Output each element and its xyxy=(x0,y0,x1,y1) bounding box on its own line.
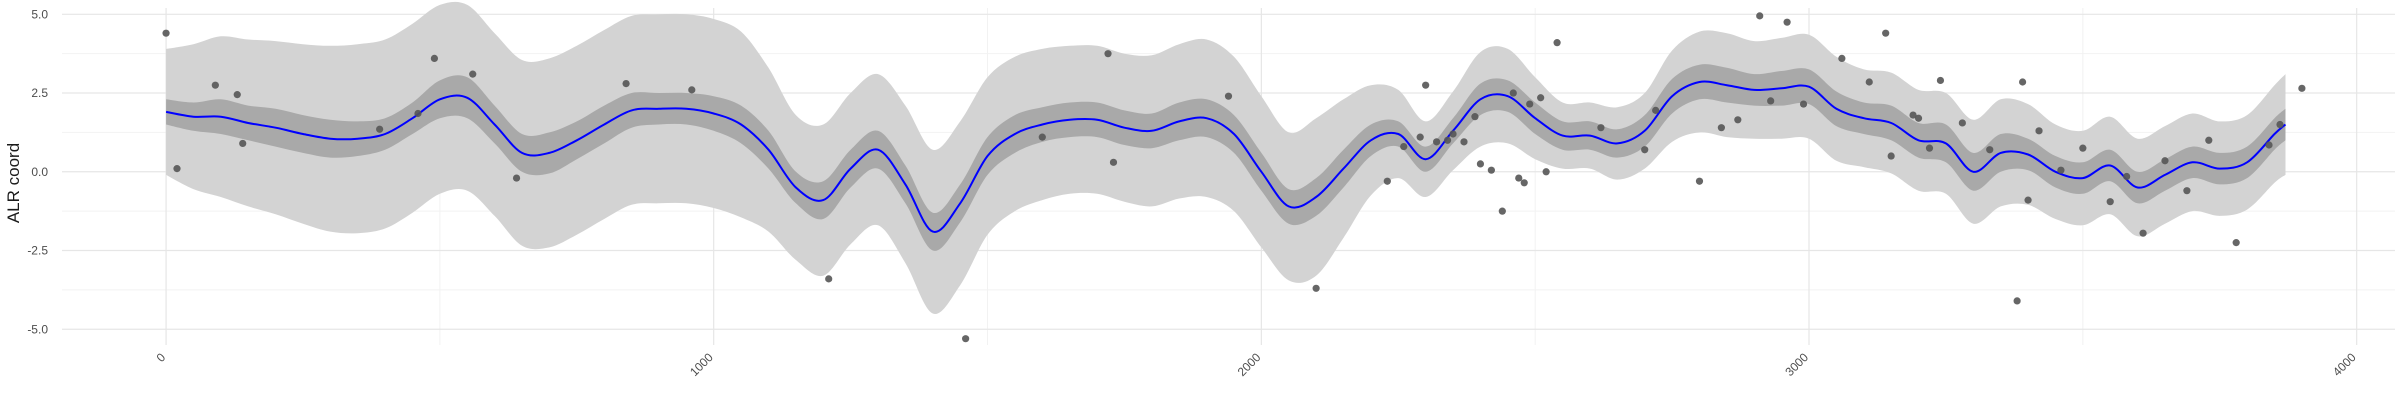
data-point xyxy=(239,139,247,148)
x-tick-label: 0 xyxy=(154,350,169,365)
data-point xyxy=(2024,196,2032,204)
data-point xyxy=(1542,168,1550,176)
data-point xyxy=(2057,166,2065,174)
data-point xyxy=(2161,157,2169,165)
trend-line-layer xyxy=(165,80,2287,233)
data-point xyxy=(430,54,439,62)
data-point xyxy=(2276,120,2284,129)
data-point xyxy=(1597,124,1605,132)
data-point xyxy=(162,29,170,37)
y-axis-label: ALR coord xyxy=(4,142,23,224)
data-point xyxy=(2123,172,2131,181)
data-point xyxy=(1449,130,1457,138)
data-point xyxy=(1958,119,1966,127)
data-point xyxy=(1515,174,1523,182)
data-point xyxy=(2265,141,2273,149)
data-point xyxy=(622,79,630,88)
data-point xyxy=(1986,146,1994,154)
data-point xyxy=(2035,127,2043,135)
x-tick-label: 1000 xyxy=(687,350,716,379)
data-point xyxy=(1471,113,1479,121)
data-point xyxy=(211,81,219,89)
data-point xyxy=(512,174,521,182)
data-point xyxy=(1104,50,1112,58)
data-point xyxy=(1537,94,1545,102)
data-point xyxy=(1553,39,1561,47)
data-point xyxy=(825,275,833,283)
data-points xyxy=(162,12,2306,343)
data-point xyxy=(1756,12,1764,20)
y-tick-label: 5.0 xyxy=(31,7,48,21)
y-tick-label: -5.0 xyxy=(27,322,48,336)
data-point xyxy=(1509,89,1517,97)
data-point xyxy=(1416,133,1424,141)
data-point xyxy=(1038,133,1046,141)
x-tick-label: 2000 xyxy=(1235,350,1264,379)
data-point xyxy=(1887,152,1895,160)
data-point xyxy=(469,70,477,78)
data-point xyxy=(2013,297,2021,305)
trend-line xyxy=(165,80,2287,233)
data-point xyxy=(1734,116,1742,124)
data-point xyxy=(1799,100,1808,108)
y-axis-ticks: -5.0 -2.5 0.0 2.5 5.0 xyxy=(27,7,48,336)
data-point xyxy=(688,86,696,94)
data-point xyxy=(1783,18,1791,26)
data-point xyxy=(1400,142,1408,151)
data-point xyxy=(2106,198,2114,206)
data-point xyxy=(1909,111,1917,119)
data-point xyxy=(1443,136,1452,144)
data-point xyxy=(1224,92,1233,100)
data-point xyxy=(2298,84,2306,92)
data-point xyxy=(1865,78,1873,86)
x-tick-label: 3000 xyxy=(1782,350,1811,379)
data-point xyxy=(1652,106,1660,114)
x-tick-label: 4000 xyxy=(2330,350,2359,379)
data-point xyxy=(2139,229,2147,237)
data-point xyxy=(1460,138,1468,146)
data-point xyxy=(1520,179,1528,187)
data-point xyxy=(1641,146,1649,154)
data-point xyxy=(2205,136,2213,144)
data-point xyxy=(1838,54,1846,62)
data-point xyxy=(2079,144,2087,152)
data-point xyxy=(173,165,181,173)
confidence-bands xyxy=(166,1,2286,314)
data-point xyxy=(1695,177,1704,185)
data-point xyxy=(1882,29,1890,37)
y-tick-label: 0.0 xyxy=(31,165,48,179)
data-point xyxy=(2232,239,2240,247)
data-point xyxy=(2183,187,2191,195)
data-point xyxy=(1498,207,1506,215)
data-point xyxy=(414,109,422,118)
data-point xyxy=(1422,81,1430,89)
data-point xyxy=(1936,76,1945,85)
data-point xyxy=(233,91,241,99)
y-tick-label: -2.5 xyxy=(27,244,48,258)
y-tick-label: 2.5 xyxy=(31,86,48,100)
data-point xyxy=(1476,160,1485,168)
data-point xyxy=(1925,144,1934,152)
data-point xyxy=(1109,158,1118,166)
data-point xyxy=(1767,97,1775,105)
data-point xyxy=(1383,177,1391,185)
data-point xyxy=(962,335,970,343)
data-point xyxy=(1433,138,1441,146)
data-point xyxy=(1487,166,1495,174)
data-point xyxy=(2018,78,2027,86)
data-point xyxy=(376,125,384,133)
data-point xyxy=(1526,100,1534,108)
x-axis-ticks: 0 1000 2000 3000 4000 xyxy=(154,350,2359,379)
data-point xyxy=(1717,124,1725,132)
data-point xyxy=(1312,284,1320,292)
data-point xyxy=(1914,114,1923,122)
